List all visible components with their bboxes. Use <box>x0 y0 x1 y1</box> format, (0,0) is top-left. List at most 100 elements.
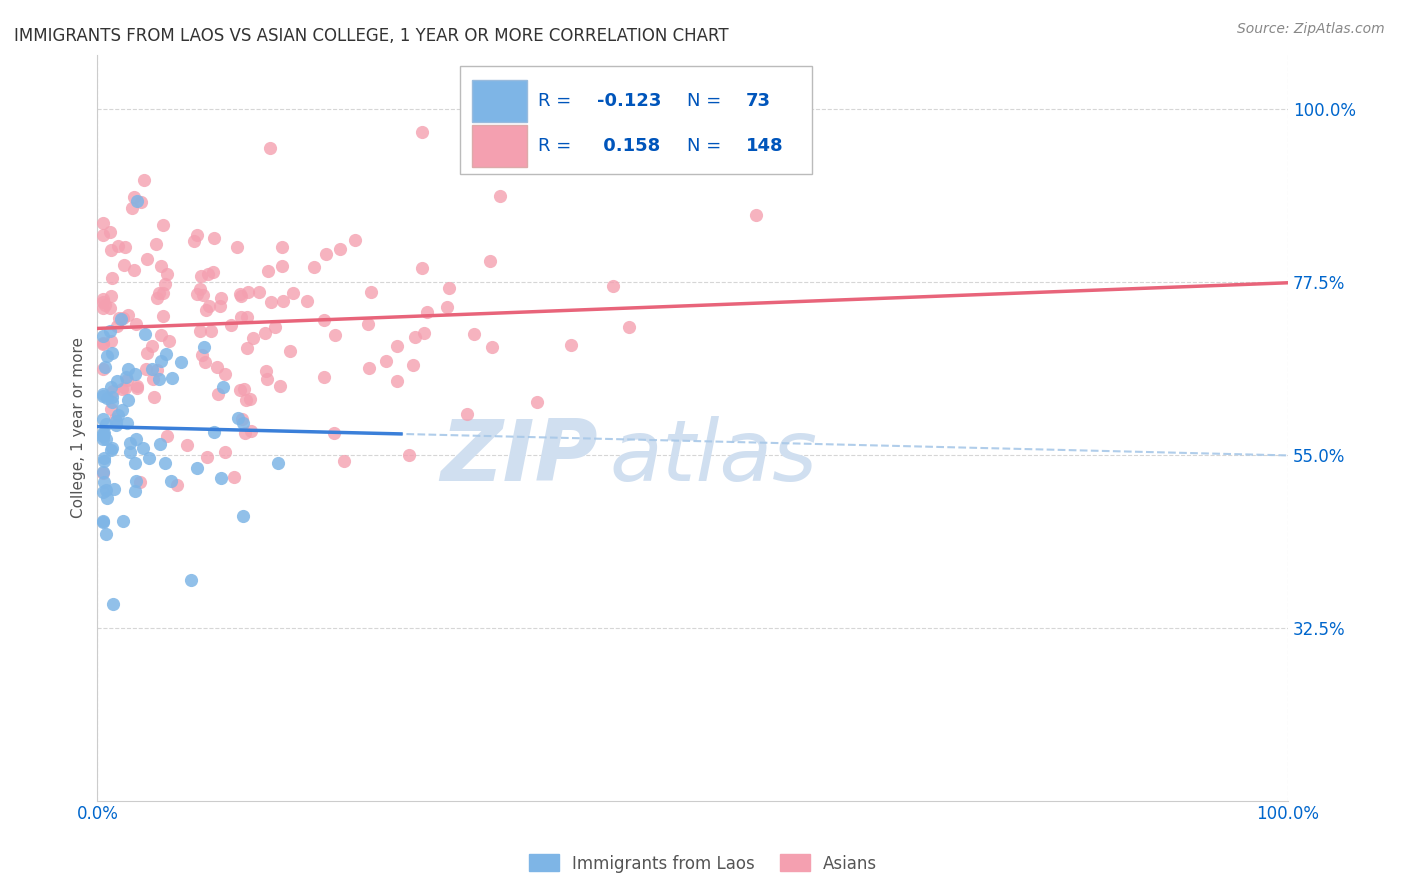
Point <box>101 270 124 285</box>
Point <box>152 286 174 301</box>
Point <box>242 331 264 345</box>
Point <box>91 228 114 243</box>
Point <box>124 432 146 446</box>
Point <box>219 318 242 333</box>
Point <box>91 425 114 440</box>
Point <box>439 281 461 295</box>
Point <box>111 382 134 396</box>
Point <box>94 483 117 498</box>
Point <box>94 417 117 431</box>
Point <box>131 442 153 456</box>
Point <box>259 294 281 309</box>
Point <box>176 438 198 452</box>
Point <box>114 370 136 384</box>
Point <box>101 384 124 399</box>
Point <box>91 515 114 529</box>
Point <box>91 329 114 343</box>
Point <box>411 261 433 276</box>
Point <box>194 355 217 369</box>
Point <box>269 379 291 393</box>
Point <box>157 334 180 348</box>
FancyBboxPatch shape <box>472 80 527 122</box>
Point <box>194 303 217 318</box>
Point <box>134 173 156 187</box>
Point <box>94 359 117 374</box>
Point <box>456 407 478 421</box>
Point <box>236 310 259 324</box>
Point <box>236 285 259 300</box>
Point <box>122 263 145 277</box>
Point <box>101 597 124 611</box>
Point <box>481 340 503 354</box>
Point <box>134 326 156 341</box>
Point <box>91 336 114 351</box>
Point <box>98 225 121 239</box>
Point <box>413 326 436 340</box>
Point <box>93 454 115 468</box>
Point <box>98 301 121 316</box>
Point <box>112 258 135 272</box>
Point <box>225 240 247 254</box>
Point <box>96 392 118 406</box>
Point <box>125 194 148 209</box>
Point <box>120 445 142 459</box>
Point <box>214 444 236 458</box>
Point <box>183 234 205 248</box>
Point <box>91 485 114 500</box>
Point <box>283 286 305 301</box>
Point <box>122 190 145 204</box>
Point <box>271 259 294 273</box>
Point <box>314 313 336 327</box>
Point <box>259 141 281 155</box>
Point <box>104 414 127 428</box>
Point <box>312 370 335 384</box>
Point <box>240 424 263 438</box>
Point <box>114 381 136 395</box>
Point <box>142 390 165 404</box>
Point <box>150 328 173 343</box>
Point <box>148 285 170 300</box>
Point <box>374 354 396 368</box>
Point <box>138 450 160 465</box>
Point <box>121 201 143 215</box>
Point <box>257 264 280 278</box>
Point <box>94 432 117 446</box>
Point <box>91 412 114 426</box>
Point <box>124 484 146 499</box>
Point <box>105 418 128 433</box>
Point <box>91 467 114 481</box>
Point <box>160 474 183 488</box>
Point <box>118 435 141 450</box>
Point <box>231 412 253 426</box>
Point <box>297 293 319 308</box>
Point <box>141 339 163 353</box>
Point <box>100 441 122 455</box>
Point <box>136 346 159 360</box>
Point <box>153 277 176 291</box>
Point <box>359 361 381 376</box>
Point <box>745 208 768 222</box>
Point <box>207 387 229 401</box>
Point <box>153 456 176 470</box>
Point <box>107 239 129 253</box>
Point <box>117 393 139 408</box>
Point <box>96 349 118 363</box>
Point <box>226 411 249 425</box>
Point <box>117 309 139 323</box>
Point <box>404 330 426 344</box>
FancyBboxPatch shape <box>472 125 527 167</box>
Point <box>202 425 225 439</box>
Point <box>344 234 367 248</box>
Point <box>323 426 346 441</box>
Point <box>115 373 138 387</box>
Point <box>114 240 136 254</box>
Point <box>125 317 148 331</box>
Point <box>98 325 121 339</box>
Point <box>239 392 262 406</box>
Text: 73: 73 <box>747 93 772 111</box>
Point <box>93 450 115 465</box>
Point <box>479 254 502 268</box>
Point <box>333 454 356 468</box>
Point <box>96 491 118 506</box>
Point <box>195 450 218 464</box>
